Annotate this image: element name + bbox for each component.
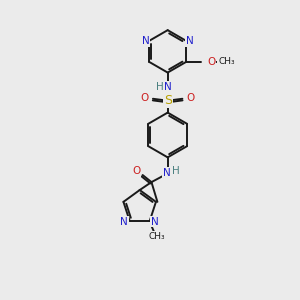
Text: S: S (164, 94, 172, 107)
Text: O: O (141, 93, 149, 103)
Text: N: N (186, 36, 194, 46)
Text: CH₃: CH₃ (218, 58, 235, 67)
Text: N: N (121, 217, 128, 226)
Text: CH₃: CH₃ (148, 232, 165, 241)
Text: N: N (151, 217, 159, 226)
Text: N: N (164, 82, 172, 92)
Text: N: N (163, 168, 171, 178)
Text: O: O (187, 93, 195, 103)
Text: H: H (172, 167, 180, 176)
Text: N: N (142, 36, 150, 46)
Text: O: O (132, 167, 140, 176)
Text: H: H (155, 82, 163, 92)
Text: O: O (207, 57, 215, 67)
